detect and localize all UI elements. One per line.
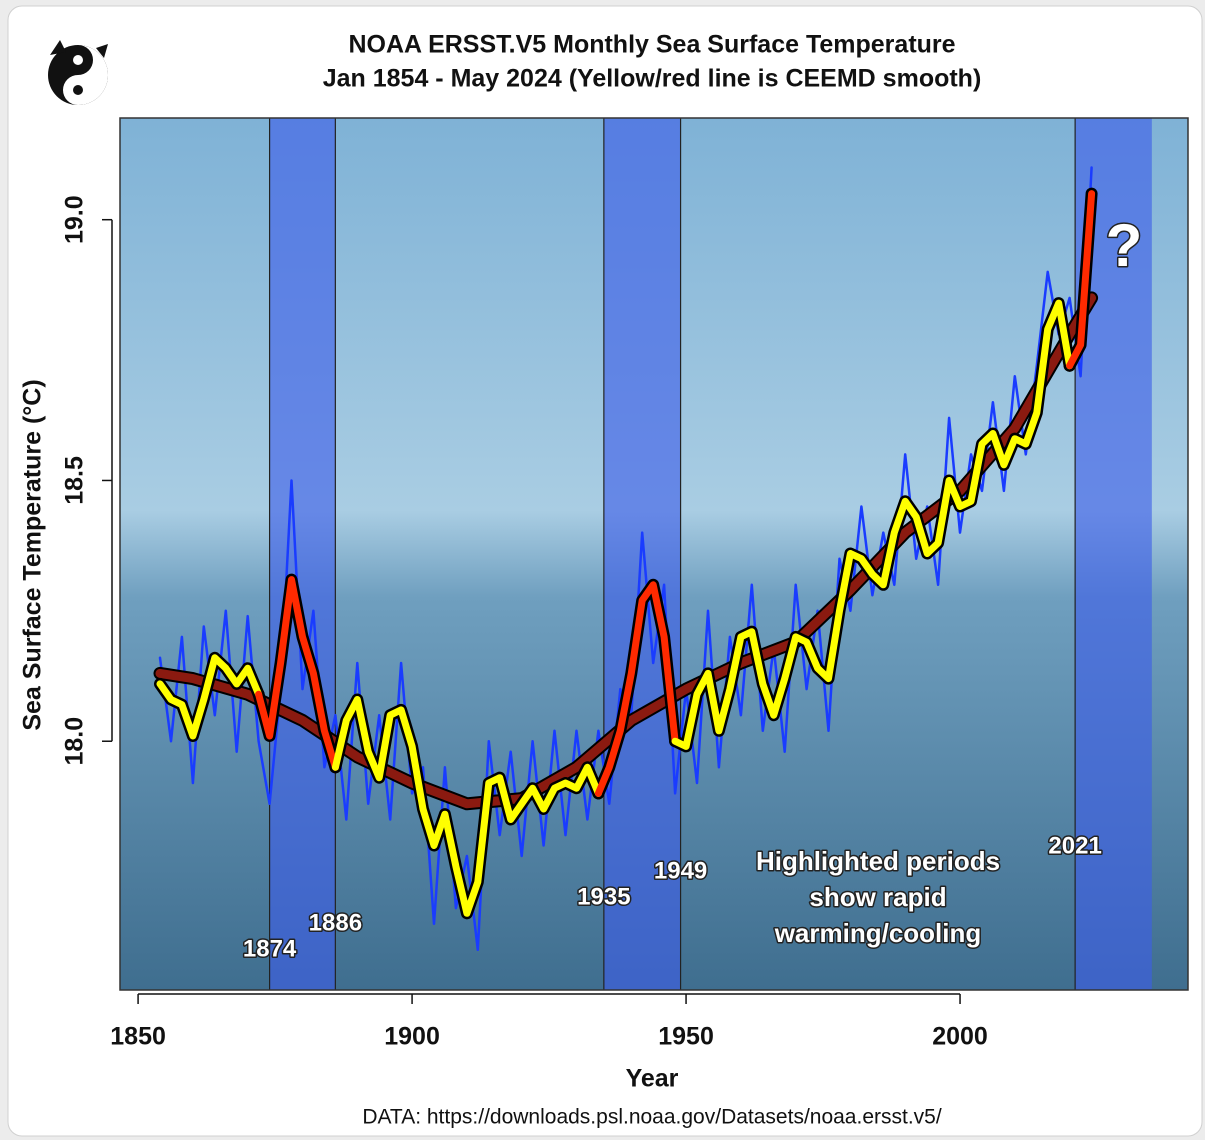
period-label: 1886 [309, 909, 362, 936]
data-source: DATA: https://downloads.psl.noaa.gov/Dat… [362, 1106, 942, 1129]
x-tick-label: 1900 [384, 1023, 440, 1051]
smooth-line [1066, 190, 1096, 370]
smooth-line [331, 696, 602, 917]
chart-title: NOAA ERSST.V5 Monthly Sea Surface Temper… [348, 31, 955, 59]
smooth-line [156, 654, 263, 740]
x-tick-label: 1950 [658, 1023, 714, 1051]
trend-line [155, 293, 1097, 809]
highlight-period [269, 118, 336, 990]
logo [48, 40, 108, 105]
annotation: show rapid [809, 882, 946, 912]
annotation: warming/cooling [774, 918, 982, 948]
period-label: 2021 [1048, 832, 1101, 859]
chart-subtitle: Jan 1854 - May 2024 (Yellow/red line is … [323, 65, 982, 93]
smooth-line [594, 581, 679, 797]
plot-frame [119, 117, 1189, 991]
x-axis-label: Year [626, 1065, 679, 1093]
smooth-line [255, 576, 339, 771]
y-tick-label: 18.5 [61, 456, 89, 505]
y-tick-label: 19.0 [61, 195, 89, 244]
period-label: 1949 [654, 857, 707, 884]
x-tick-label: 2000 [932, 1023, 988, 1051]
y-tick-label: 18.0 [61, 717, 89, 766]
smooth-line [671, 299, 1074, 750]
period-label: 1935 [577, 883, 630, 910]
x-tick-label: 1850 [110, 1023, 166, 1051]
plot-area [153, 118, 1152, 990]
question-mark: ? [1106, 212, 1143, 279]
period-label: 1874 [243, 935, 297, 962]
y-axis-label: Sea Surface Temperature (°C) [19, 379, 47, 730]
highlight-period [603, 118, 681, 990]
annotation: Highlighted periods [756, 846, 1000, 876]
